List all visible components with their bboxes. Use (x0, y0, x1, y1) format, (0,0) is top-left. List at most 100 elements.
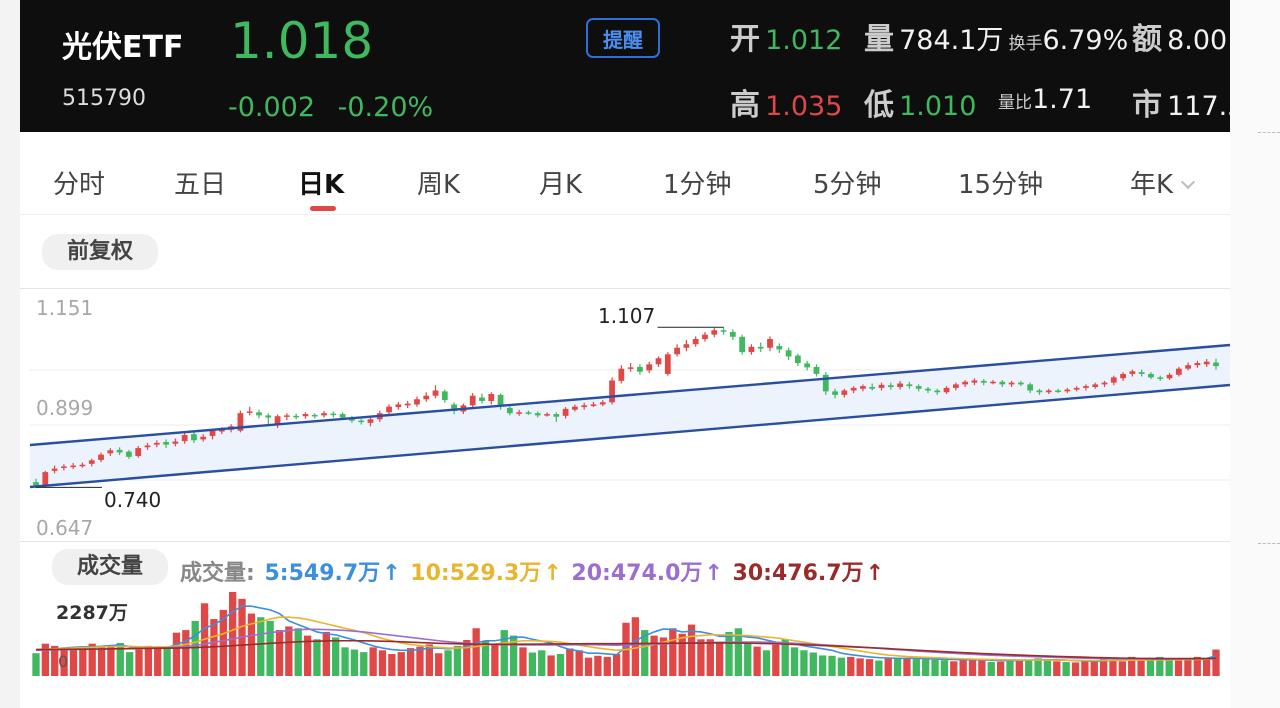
adjust-mode-button[interactable]: 前复权 (42, 234, 158, 270)
candle (330, 411, 337, 418)
candle (887, 382, 894, 390)
candle (1166, 373, 1173, 381)
alert-button[interactable]: 提醒 (586, 18, 660, 58)
tab-five-day[interactable]: 五日 (174, 170, 227, 200)
candle (683, 339, 690, 352)
tab-1-minute[interactable]: 1分钟 (663, 170, 732, 200)
candle (1185, 362, 1192, 371)
candle (1138, 369, 1145, 377)
volume-bar (566, 648, 574, 676)
volume-bar (715, 642, 724, 676)
candle (1129, 369, 1136, 377)
volume-bar (125, 652, 134, 676)
volume-bar (1128, 656, 1136, 676)
candle (776, 343, 783, 353)
candle (469, 393, 476, 408)
candle (952, 382, 959, 391)
tab-yearly-k[interactable]: 年K (1130, 164, 1196, 201)
open-label: 开 (730, 22, 760, 57)
tab-intraday[interactable]: 分时 (53, 170, 106, 200)
volume-bar (547, 655, 555, 676)
candle (785, 347, 792, 360)
candle (386, 404, 392, 416)
volume-bar (1109, 660, 1117, 676)
volume-label: 量 (864, 22, 894, 57)
candle (60, 464, 67, 471)
candle (1045, 388, 1052, 394)
open-value: 1.012 (765, 25, 843, 56)
candle (553, 412, 560, 422)
volume-bar (60, 650, 68, 676)
volume-bar (285, 626, 293, 676)
tab-15-minute[interactable]: 15分钟 (958, 164, 1043, 201)
chart-top-border (20, 288, 1230, 289)
candle (572, 404, 578, 412)
candle (748, 344, 755, 355)
candle (246, 406, 253, 416)
volume-bar (884, 658, 892, 676)
volume-bar (425, 644, 433, 676)
volume-bar (856, 658, 864, 676)
volume-bar (1081, 661, 1089, 676)
volume-bar (687, 624, 696, 676)
candle (404, 400, 411, 408)
volume-bar (509, 635, 518, 676)
candle (971, 378, 978, 386)
candle (664, 352, 671, 376)
volume-bar (790, 647, 799, 676)
volume-bar (1099, 659, 1108, 676)
candle (850, 386, 857, 394)
volume-bar (1193, 656, 1201, 676)
volume-bar (491, 643, 499, 676)
volume-bar (1006, 660, 1014, 676)
volume-bar (959, 660, 967, 676)
volume-bar (584, 657, 593, 676)
candle (1027, 382, 1034, 394)
volume-ma10-label: 10:529.3万 (410, 561, 542, 586)
tab-daily-k[interactable]: 日K (298, 170, 345, 200)
volume-bar (762, 650, 771, 676)
candle (42, 470, 49, 487)
volume-bar (931, 659, 939, 676)
volume-bar (453, 645, 462, 676)
volume-ma30-line (35, 639, 1217, 660)
volume-bar (397, 652, 405, 676)
stock-panel: 光伏ETF 515790 1.018 -0.002 -0.20% 提醒 开 1.… (20, 0, 1230, 708)
candle (720, 327, 727, 335)
candle (729, 329, 736, 340)
candle (822, 372, 829, 395)
change-percent: -0.20% (337, 92, 434, 123)
volume-bar (369, 647, 377, 676)
volume-bar (1034, 658, 1042, 676)
candle (655, 356, 662, 367)
volume-bar (556, 653, 565, 676)
candle (1213, 358, 1219, 370)
candle (618, 365, 625, 384)
quote-header: 光伏ETF 515790 1.018 -0.002 -0.20% 提醒 开 1.… (20, 0, 1230, 132)
tab-weekly-k[interactable]: 周K (417, 170, 461, 200)
volume-bar (659, 637, 668, 676)
candle (163, 439, 169, 449)
volume-bar (1015, 659, 1023, 676)
candle (98, 452, 104, 463)
candle (358, 418, 365, 425)
volume-ma5-label: 5:549.7万 (264, 561, 381, 586)
tab-monthly-k[interactable]: 月K (539, 170, 583, 200)
tab-5-minute[interactable]: 5分钟 (813, 170, 882, 200)
candle (906, 381, 913, 389)
candle (627, 363, 634, 372)
volume-bar (79, 646, 87, 676)
volume-bar (734, 628, 743, 676)
candle (860, 384, 866, 392)
mcap-label: 市 (1132, 88, 1162, 123)
volume-bar (154, 648, 162, 676)
candlestick-chart (29, 326, 1230, 489)
candle (423, 392, 430, 402)
candle (637, 364, 643, 375)
volume-bar (669, 628, 677, 676)
volume-ma10-line (35, 616, 1217, 662)
volume-indicator-button[interactable]: 成交量 (52, 549, 168, 585)
candle (1194, 360, 1201, 368)
candle (962, 380, 969, 388)
volume-bar (294, 628, 302, 676)
